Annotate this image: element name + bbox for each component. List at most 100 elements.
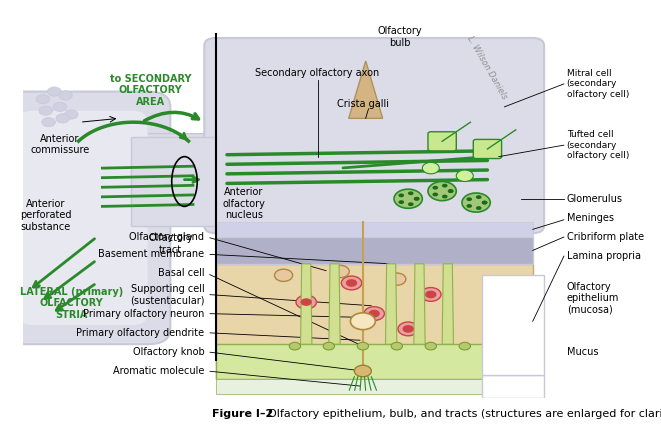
Circle shape <box>432 186 438 190</box>
Text: Figure I–2: Figure I–2 <box>212 409 273 419</box>
Text: Meninges: Meninges <box>566 213 613 223</box>
Polygon shape <box>349 61 383 118</box>
Text: Mucus: Mucus <box>566 347 598 357</box>
Polygon shape <box>215 264 533 379</box>
Text: Basement membrane: Basement membrane <box>98 249 204 259</box>
Circle shape <box>467 197 472 201</box>
Circle shape <box>391 342 403 350</box>
Circle shape <box>369 310 380 317</box>
Text: Mitral cell
(secondary
olfactory cell): Mitral cell (secondary olfactory cell) <box>566 69 629 99</box>
Circle shape <box>432 193 438 197</box>
Circle shape <box>428 181 456 201</box>
Text: Olfactory
epithelium
(mucosa): Olfactory epithelium (mucosa) <box>566 282 619 315</box>
Text: Cribriform plate: Cribriform plate <box>566 232 644 242</box>
Circle shape <box>398 322 418 336</box>
Text: LATERAL (primary)
OLFACTORY
STRIA: LATERAL (primary) OLFACTORY STRIA <box>20 287 123 320</box>
Circle shape <box>456 170 473 181</box>
Circle shape <box>414 197 420 201</box>
Text: to SECONDARY
OLFACTORY
AREA: to SECONDARY OLFACTORY AREA <box>110 74 191 107</box>
Polygon shape <box>414 264 425 344</box>
Polygon shape <box>215 379 533 394</box>
Polygon shape <box>301 264 312 344</box>
FancyBboxPatch shape <box>473 139 502 159</box>
Text: Olfactory knob: Olfactory knob <box>133 347 204 357</box>
Circle shape <box>425 291 436 298</box>
Polygon shape <box>131 138 215 226</box>
FancyBboxPatch shape <box>428 132 456 151</box>
Circle shape <box>467 204 472 208</box>
FancyBboxPatch shape <box>17 111 147 325</box>
Text: Olfactory gland: Olfactory gland <box>130 232 204 242</box>
Circle shape <box>476 195 482 199</box>
Circle shape <box>414 197 420 201</box>
Circle shape <box>296 295 317 309</box>
Text: Tufted cell
(secondary
olfactory cell): Tufted cell (secondary olfactory cell) <box>566 130 629 160</box>
Circle shape <box>341 276 362 290</box>
Polygon shape <box>329 264 340 344</box>
Circle shape <box>420 288 441 301</box>
Circle shape <box>462 193 490 212</box>
Circle shape <box>422 163 440 174</box>
Circle shape <box>364 307 384 320</box>
Text: Aromatic molecule: Aromatic molecule <box>113 366 204 376</box>
Circle shape <box>459 342 471 350</box>
Circle shape <box>48 87 61 96</box>
Circle shape <box>394 189 422 208</box>
Circle shape <box>56 114 69 123</box>
FancyBboxPatch shape <box>125 134 221 180</box>
Circle shape <box>442 195 447 199</box>
Text: Olfactory
bulb: Olfactory bulb <box>377 26 422 48</box>
Text: Lamina propria: Lamina propria <box>566 251 641 261</box>
Circle shape <box>346 279 357 287</box>
Circle shape <box>447 189 453 193</box>
Circle shape <box>350 313 375 330</box>
Text: Olfactory epithelium, bulb, and tracts (structures are enlarged for clarity).: Olfactory epithelium, bulb, and tracts (… <box>261 409 661 419</box>
Circle shape <box>399 200 404 204</box>
Circle shape <box>42 117 56 127</box>
Text: Secondary olfactory axon: Secondary olfactory axon <box>255 68 379 78</box>
Circle shape <box>331 265 349 278</box>
Polygon shape <box>385 264 397 344</box>
Text: Anterior
commissure: Anterior commissure <box>30 134 89 155</box>
Circle shape <box>53 102 67 111</box>
Polygon shape <box>442 264 453 344</box>
Circle shape <box>408 202 414 206</box>
Text: Glomerulus: Glomerulus <box>566 194 623 204</box>
Circle shape <box>482 201 487 205</box>
Polygon shape <box>215 222 533 237</box>
Circle shape <box>442 184 447 187</box>
FancyBboxPatch shape <box>1 92 171 344</box>
Polygon shape <box>482 275 544 375</box>
Circle shape <box>301 298 312 306</box>
Circle shape <box>357 342 369 350</box>
Text: Supporting cell
(sustentacular): Supporting cell (sustentacular) <box>130 284 204 305</box>
FancyBboxPatch shape <box>204 38 544 233</box>
Circle shape <box>403 325 414 333</box>
Circle shape <box>408 191 414 195</box>
Text: Anterior
olfactory
nucleus: Anterior olfactory nucleus <box>223 187 265 221</box>
Text: L. Wilson Daniels: L. Wilson Daniels <box>466 34 509 101</box>
Text: Olfactory
tract: Olfactory tract <box>148 233 192 255</box>
Text: Basal cell: Basal cell <box>158 268 204 278</box>
Circle shape <box>290 342 301 350</box>
Circle shape <box>323 342 334 350</box>
Polygon shape <box>482 375 544 398</box>
Text: Anterior
perforated
substance: Anterior perforated substance <box>20 199 71 232</box>
Polygon shape <box>215 237 533 264</box>
Polygon shape <box>215 344 533 379</box>
Circle shape <box>59 91 72 100</box>
Circle shape <box>399 194 404 197</box>
Circle shape <box>64 110 78 119</box>
Circle shape <box>36 95 50 104</box>
Text: Primary olfactory dendrite: Primary olfactory dendrite <box>76 328 204 338</box>
Circle shape <box>39 106 52 115</box>
Circle shape <box>354 365 371 377</box>
Text: Primary olfactory neuron: Primary olfactory neuron <box>83 309 204 319</box>
Text: Crista galli: Crista galli <box>337 99 389 109</box>
Circle shape <box>447 189 453 193</box>
Circle shape <box>274 269 293 281</box>
Circle shape <box>482 201 487 205</box>
Circle shape <box>388 273 406 285</box>
Circle shape <box>476 206 482 210</box>
Circle shape <box>425 342 436 350</box>
